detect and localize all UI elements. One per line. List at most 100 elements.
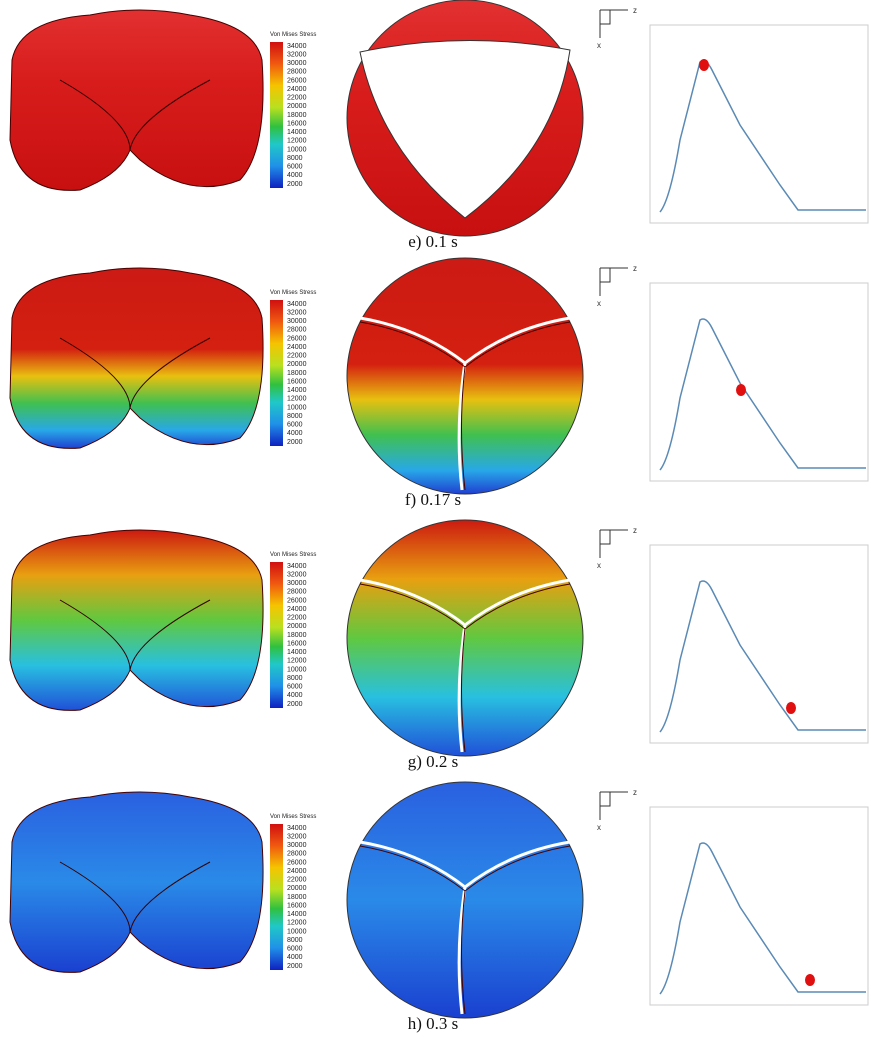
- legend-tick-label: 6000: [287, 946, 303, 953]
- legend-tick-label: 6000: [287, 164, 303, 171]
- legend-tick-label: 2000: [287, 701, 303, 708]
- legend-tick-label: 2000: [287, 439, 303, 446]
- legend-tick-label: 12000: [287, 658, 307, 665]
- legend-title: Von Mises Stress: [270, 552, 316, 558]
- plot-frame: [650, 25, 868, 223]
- legend-tick-label: 4000: [287, 172, 303, 179]
- axis-label-x: x: [597, 299, 601, 308]
- axis-indicator: [600, 792, 628, 820]
- figure: Von Mises Stress340003200030000280002600…: [0, 0, 871, 1048]
- axis-label-z: z: [633, 6, 637, 15]
- colorbar: [270, 300, 283, 446]
- legend-tick-label: 26000: [287, 597, 307, 604]
- legend-tick-label: 6000: [287, 684, 303, 691]
- legend-tick-label: 30000: [287, 842, 307, 849]
- legend-tick-label: 12000: [287, 920, 307, 927]
- valve-side-view: [10, 268, 263, 448]
- legend-tick-label: 16000: [287, 120, 307, 127]
- legend-tick-label: 4000: [287, 954, 303, 961]
- legend-tick-label: 30000: [287, 318, 307, 325]
- legend-tick-label: 10000: [287, 404, 307, 411]
- axis-label-z: z: [633, 788, 637, 797]
- valve-side-view: [10, 530, 263, 710]
- plot-frame: [650, 283, 868, 481]
- legend-tick-label: 34000: [287, 301, 307, 308]
- time-marker: [786, 702, 796, 714]
- legend-tick-label: 20000: [287, 885, 307, 892]
- axis-indicator: [600, 10, 628, 38]
- legend-tick-label: 24000: [287, 868, 307, 875]
- legend-tick-label: 30000: [287, 580, 307, 587]
- legend-tick-label: 10000: [287, 666, 307, 673]
- plot-frame: [650, 807, 868, 1005]
- legend-tick-label: 26000: [287, 859, 307, 866]
- legend-title: Von Mises Stress: [270, 32, 316, 38]
- valve-side-view: [10, 792, 263, 972]
- legend-tick-label: 4000: [287, 692, 303, 699]
- caption: f) 0.17 s: [405, 490, 461, 509]
- legend-tick-label: 20000: [287, 623, 307, 630]
- valve-top-view: [347, 258, 583, 494]
- legend-tick-label: 30000: [287, 60, 307, 67]
- valve-top-view: [347, 520, 583, 756]
- legend-tick-label: 22000: [287, 877, 307, 884]
- valve-side-view: [10, 10, 263, 190]
- valve-top-view: [347, 782, 583, 1018]
- legend-tick-label: 16000: [287, 640, 307, 647]
- legend-tick-label: 12000: [287, 396, 307, 403]
- legend-tick-label: 34000: [287, 43, 307, 50]
- legend-tick-label: 8000: [287, 675, 303, 682]
- colorbar: [270, 824, 283, 970]
- axis-label-z: z: [633, 264, 637, 273]
- legend-title: Von Mises Stress: [270, 814, 316, 820]
- time-marker: [736, 384, 746, 396]
- legend-tick-label: 32000: [287, 571, 307, 578]
- legend-tick-label: 34000: [287, 825, 307, 832]
- legend-tick-label: 6000: [287, 422, 303, 429]
- legend-tick-label: 24000: [287, 86, 307, 93]
- caption: e) 0.1 s: [408, 232, 458, 251]
- legend-tick-label: 20000: [287, 361, 307, 368]
- legend-tick-label: 28000: [287, 589, 307, 596]
- axis-label-x: x: [597, 823, 601, 832]
- legend-tick-label: 14000: [287, 911, 307, 918]
- axis-label-z: z: [633, 526, 637, 535]
- legend-tick-label: 10000: [287, 146, 307, 153]
- caption: h) 0.3 s: [408, 1014, 459, 1033]
- legend-tick-label: 2000: [287, 963, 303, 970]
- legend-tick-label: 32000: [287, 309, 307, 316]
- legend-tick-label: 10000: [287, 928, 307, 935]
- figure-canvas: Von Mises Stress340003200030000280002600…: [0, 0, 871, 1048]
- plot-frame: [650, 545, 868, 743]
- legend-tick-label: 16000: [287, 378, 307, 385]
- time-marker: [699, 59, 709, 71]
- legend-tick-label: 4000: [287, 430, 303, 437]
- legend-title: Von Mises Stress: [270, 290, 316, 296]
- legend-tick-label: 20000: [287, 103, 307, 110]
- legend-tick-label: 24000: [287, 606, 307, 613]
- legend-tick-label: 8000: [287, 413, 303, 420]
- legend-tick-label: 28000: [287, 69, 307, 76]
- axis-label-x: x: [597, 41, 601, 50]
- legend-tick-label: 22000: [287, 615, 307, 622]
- legend-tick-label: 8000: [287, 937, 303, 944]
- axis-indicator: [600, 530, 628, 558]
- legend-tick-label: 32000: [287, 51, 307, 58]
- legend-tick-label: 18000: [287, 894, 307, 901]
- legend-tick-label: 24000: [287, 344, 307, 351]
- legend-tick-label: 8000: [287, 155, 303, 162]
- figure-row: Von Mises Stress340003200030000280002600…: [10, 520, 868, 771]
- legend-tick-label: 14000: [287, 129, 307, 136]
- legend-tick-label: 26000: [287, 335, 307, 342]
- colorbar: [270, 42, 283, 188]
- legend-tick-label: 18000: [287, 112, 307, 119]
- legend-tick-label: 12000: [287, 138, 307, 145]
- axis-indicator: [600, 268, 628, 296]
- legend-tick-label: 26000: [287, 77, 307, 84]
- legend-tick-label: 28000: [287, 327, 307, 334]
- legend-tick-label: 22000: [287, 353, 307, 360]
- legend-tick-label: 14000: [287, 387, 307, 394]
- axis-label-x: x: [597, 561, 601, 570]
- legend-tick-label: 2000: [287, 181, 303, 188]
